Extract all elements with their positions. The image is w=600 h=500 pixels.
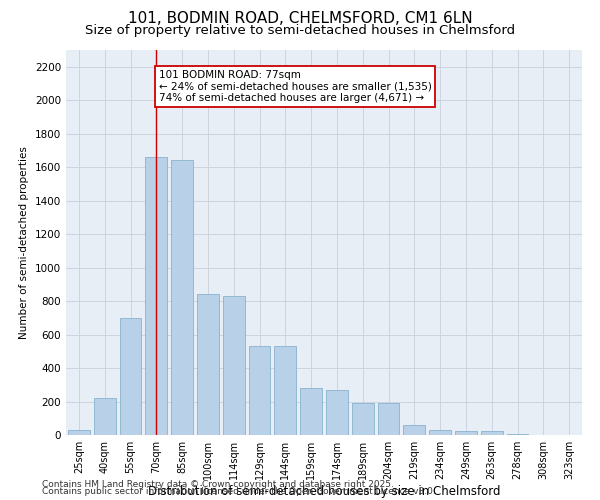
Bar xyxy=(197,294,219,435)
Bar xyxy=(377,403,400,435)
Text: 101 BODMIN ROAD: 77sqm
← 24% of semi-detached houses are smaller (1,535)
74% of : 101 BODMIN ROAD: 77sqm ← 24% of semi-det… xyxy=(159,70,432,103)
Bar xyxy=(223,296,245,435)
Bar xyxy=(248,346,271,435)
Bar xyxy=(326,390,348,435)
Bar xyxy=(119,318,142,435)
Bar xyxy=(481,431,503,435)
Bar xyxy=(274,346,296,435)
Text: Contains public sector information licensed under the Open Government Licence v3: Contains public sector information licen… xyxy=(42,487,436,496)
Y-axis label: Number of semi-detached properties: Number of semi-detached properties xyxy=(19,146,29,339)
Text: 101, BODMIN ROAD, CHELMSFORD, CM1 6LN: 101, BODMIN ROAD, CHELMSFORD, CM1 6LN xyxy=(128,11,472,26)
Text: Contains HM Land Registry data © Crown copyright and database right 2025.: Contains HM Land Registry data © Crown c… xyxy=(42,480,394,489)
X-axis label: Distribution of semi-detached houses by size in Chelmsford: Distribution of semi-detached houses by … xyxy=(148,485,500,498)
Bar xyxy=(68,430,90,435)
Bar xyxy=(171,160,193,435)
Bar xyxy=(94,398,116,435)
Bar xyxy=(429,430,451,435)
Bar xyxy=(300,388,322,435)
Bar xyxy=(506,434,529,435)
Bar xyxy=(352,403,374,435)
Bar xyxy=(455,431,477,435)
Bar xyxy=(403,425,425,435)
Bar xyxy=(145,157,167,435)
Text: Size of property relative to semi-detached houses in Chelmsford: Size of property relative to semi-detach… xyxy=(85,24,515,37)
